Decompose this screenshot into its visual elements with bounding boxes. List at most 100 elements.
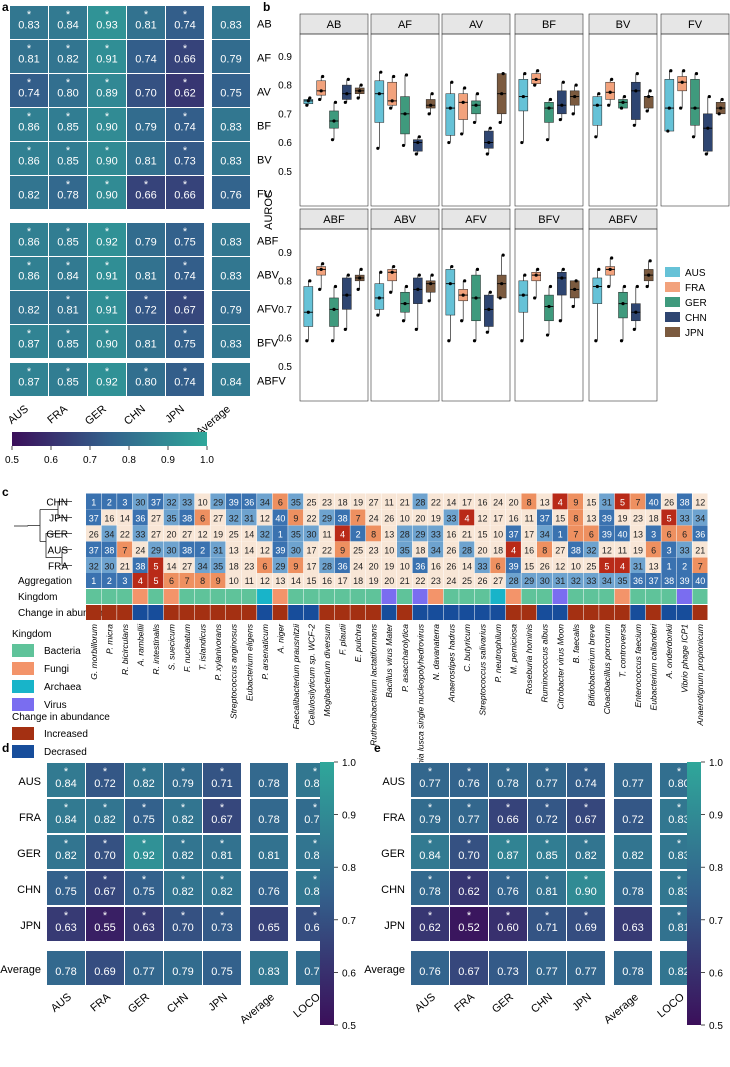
rank-value: 38 — [104, 546, 114, 556]
rank-cell — [692, 509, 708, 526]
change-cell — [225, 605, 241, 620]
column-label: AUS — [6, 403, 31, 427]
rank-value: 39 — [229, 498, 239, 508]
cell — [411, 835, 449, 869]
rank-value: 26 — [384, 514, 394, 524]
change-cell — [148, 605, 164, 620]
cell-value: 0.72 — [536, 814, 557, 826]
column-label: FRA — [45, 403, 70, 427]
kingdom-cell — [303, 589, 319, 604]
cell — [528, 951, 566, 985]
species-label: Perigonia lusca single nucleopolyhedrovi… — [415, 623, 425, 789]
rank-cell — [552, 557, 568, 574]
rank-cell — [630, 541, 646, 558]
rank-cell — [334, 509, 350, 526]
rank-value: 39 — [602, 530, 612, 540]
cell-value: 0.73 — [174, 156, 195, 168]
legend-title: Kingdom — [12, 629, 51, 640]
point — [474, 296, 478, 300]
y-tick-label: 0.5 — [278, 362, 292, 373]
rank-value: 23 — [244, 562, 254, 572]
cell-value: 0.85 — [57, 237, 78, 249]
change-cell — [350, 605, 366, 620]
change-cell — [536, 605, 552, 620]
box — [544, 102, 554, 123]
significance-star: * — [66, 111, 71, 123]
significance-star: * — [142, 874, 147, 886]
point — [574, 279, 578, 283]
column-label: GER — [126, 991, 152, 1016]
cell-value: 0.83 — [220, 122, 241, 134]
significance-star: * — [142, 766, 147, 778]
cell — [127, 108, 165, 141]
rank-value: 20 — [415, 514, 425, 524]
point — [621, 302, 625, 306]
rank-value: 9 — [573, 498, 578, 508]
cell-value: 0.77 — [536, 778, 557, 790]
cell — [411, 871, 449, 905]
rank-value: 19 — [213, 530, 223, 540]
cell-value: 0.86 — [18, 271, 39, 283]
row-label: Average — [364, 964, 405, 976]
rank-value: 29 — [213, 498, 223, 508]
rank-cell — [552, 493, 568, 510]
aggregation-cell — [179, 573, 195, 588]
significance-star: * — [584, 874, 589, 886]
change-cell — [614, 605, 630, 620]
cell — [250, 835, 288, 869]
row-label: JPN — [384, 920, 405, 932]
cell — [47, 799, 85, 833]
aggregation-cell — [117, 573, 133, 588]
rank-value: 17 — [306, 546, 316, 556]
rank-value: 4 — [511, 546, 516, 556]
y-tick-label: 0.9 — [278, 248, 292, 259]
rank-cell — [568, 509, 584, 526]
significance-star: * — [506, 910, 511, 922]
facet-panel — [588, 33, 658, 207]
kingdom-cell — [521, 589, 537, 604]
cell-value: 0.90 — [96, 156, 117, 168]
y-tick-label: 0.5 — [278, 167, 292, 178]
rank-value: 37 — [151, 498, 161, 508]
cell-value: 0.78 — [497, 778, 518, 790]
y-axis-label: AUROC — [263, 190, 275, 230]
rank-value: 16 — [104, 514, 114, 524]
kingdom-cell — [412, 589, 428, 604]
legend-swatch — [665, 297, 680, 307]
rank-value: 7 — [698, 562, 703, 572]
rank-cell — [676, 557, 692, 574]
point — [621, 100, 625, 104]
cell-value: 0.79 — [172, 778, 193, 790]
aggregation-cell — [505, 573, 521, 588]
aggregation-cell — [661, 573, 677, 588]
point — [595, 284, 599, 289]
facet-panel — [370, 228, 440, 402]
kingdom-cell — [86, 589, 102, 604]
rank-value: 33 — [431, 530, 441, 540]
rank-cell — [319, 509, 335, 526]
rank-cell — [459, 525, 475, 542]
cell — [411, 763, 449, 797]
cell-value: 0.90 — [575, 886, 596, 898]
cell-value: 0.74 — [174, 20, 195, 32]
cell-value: 0.77 — [575, 966, 596, 978]
significance-star: * — [103, 838, 108, 850]
cell — [125, 799, 163, 833]
cell — [10, 40, 48, 73]
change-cell — [303, 605, 319, 620]
column-label: Average — [238, 991, 277, 1026]
rank-value: 6 — [682, 530, 687, 540]
rank-value: 7 — [122, 546, 127, 556]
change-cell — [428, 605, 444, 620]
row-label: AB — [257, 19, 272, 31]
rank-cell — [505, 509, 521, 526]
cell-value: 0.72 — [94, 778, 115, 790]
change-cell — [241, 605, 257, 620]
rank-value: 35 — [291, 530, 301, 540]
rank-value: 32 — [260, 530, 270, 540]
rank-value: 24 — [369, 514, 379, 524]
rank-value: 20 — [478, 546, 488, 556]
significance-star: * — [27, 43, 32, 55]
significance-star: * — [545, 802, 550, 814]
point — [448, 106, 452, 110]
